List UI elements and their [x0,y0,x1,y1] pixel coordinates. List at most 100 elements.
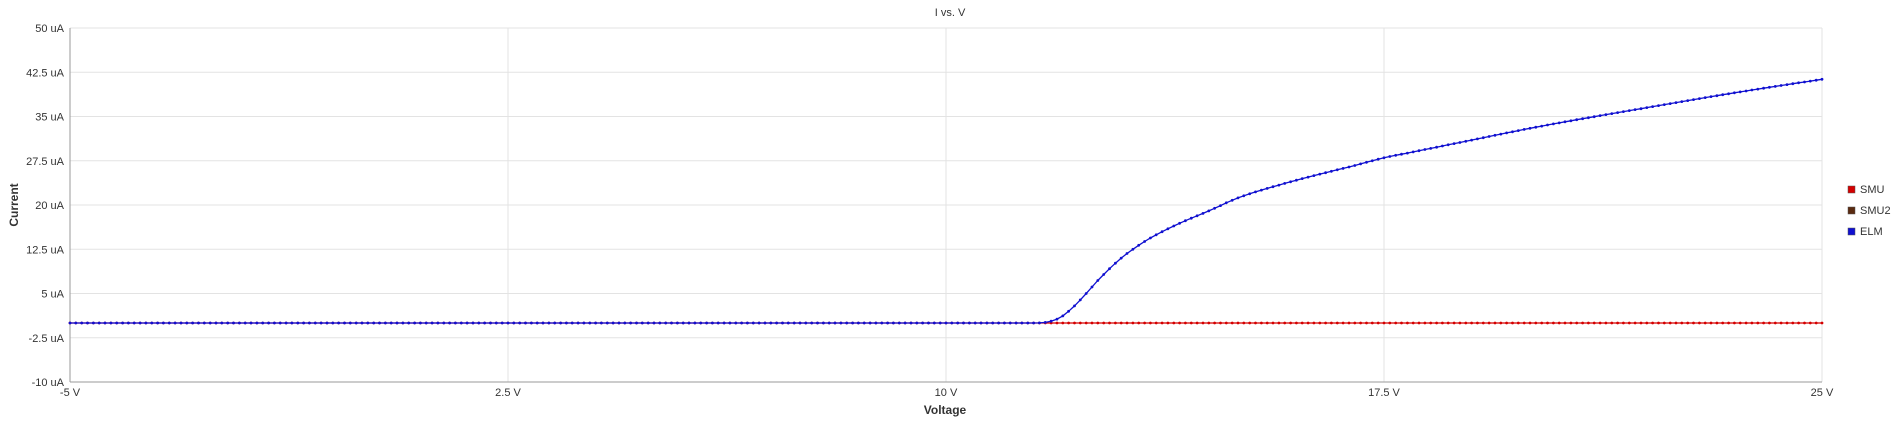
legend-swatch-smu [1847,185,1856,194]
data-point [395,321,399,325]
data-point [611,321,615,325]
data-point [792,321,796,325]
data-point [173,321,177,325]
data-point [617,321,621,325]
data-point [1674,101,1678,104]
data-point [1195,321,1199,325]
data-point [1341,321,1345,325]
data-point [1639,107,1643,111]
data-point [1680,100,1684,103]
data-point [1610,321,1614,325]
data-point [740,321,743,325]
data-point [1230,198,1234,202]
data-point [1703,321,1707,325]
data-point [419,321,422,325]
data-point [103,321,107,325]
data-point [705,321,708,325]
x-tick-label: 17.5 V [1368,387,1400,399]
data-point [1738,90,1742,94]
data-point [530,321,533,325]
data-point [366,321,370,325]
data-point [1318,321,1322,325]
data-point [1207,209,1211,213]
data-point [1242,321,1246,325]
chart-title: I vs. V [935,7,966,19]
data-point [1236,321,1240,325]
data-point [775,321,778,325]
data-point [430,321,434,325]
data-point [541,321,545,325]
data-point [1464,139,1468,143]
data-point [944,321,948,325]
data-point [1552,321,1555,325]
data-point [1388,155,1392,158]
data-point [1569,321,1573,325]
data-point [1277,183,1281,187]
data-point [857,321,860,325]
data-point [1546,321,1549,325]
data-point [1219,321,1222,325]
data-point [1201,321,1205,325]
data-point [1803,321,1806,325]
data-point [693,321,697,325]
data-point [1429,147,1433,150]
data-point [1645,106,1649,109]
data-point [1779,84,1783,87]
data-point [191,321,195,325]
data-point [1639,321,1643,325]
data-point [1464,321,1468,325]
data-point [179,321,183,325]
data-point [1540,124,1544,128]
data-point [1300,177,1304,181]
data-point [150,321,154,325]
data-point [243,321,247,325]
data-point [1581,321,1584,325]
data-point [903,321,907,325]
data-point [80,321,84,325]
data-point [1189,321,1193,325]
data-point [746,321,749,325]
data-point [1703,96,1707,99]
data-point [238,321,241,325]
data-point [938,321,942,325]
data-point [132,321,136,325]
data-point [506,321,510,325]
data-point [1353,164,1357,167]
y-tick-label: 27.5 uA [26,156,65,168]
data-point [1598,321,1602,325]
data-point [226,321,230,325]
data-point [1149,236,1152,240]
data-point [781,321,784,325]
data-point [1131,321,1135,325]
data-point [1715,94,1719,98]
data-point [1166,321,1170,325]
data-point [436,321,440,325]
data-point [1803,80,1806,84]
data-point [1733,321,1736,325]
data-point [1376,157,1380,161]
legend-swatch-smu2 [1847,206,1856,215]
data-point [1219,204,1222,208]
data-point [1446,143,1450,147]
data-point [273,321,276,325]
data-point [494,321,498,325]
data-point [985,321,989,325]
data-point [1283,321,1287,325]
data-point [1318,172,1322,176]
data-point [1522,127,1526,131]
data-point [1528,126,1532,130]
data-point [1213,321,1216,325]
y-tick-label: 35 uA [35,112,64,124]
data-point [1096,321,1100,325]
data-point [1441,321,1444,325]
data-point [1160,230,1164,234]
data-point [1143,321,1146,325]
series-layer [68,77,1824,325]
data-point [1265,321,1269,325]
data-point [822,321,825,325]
data-point [1388,321,1392,325]
data-point [1657,104,1660,107]
data-point [1154,233,1158,237]
data-point [1686,99,1690,102]
